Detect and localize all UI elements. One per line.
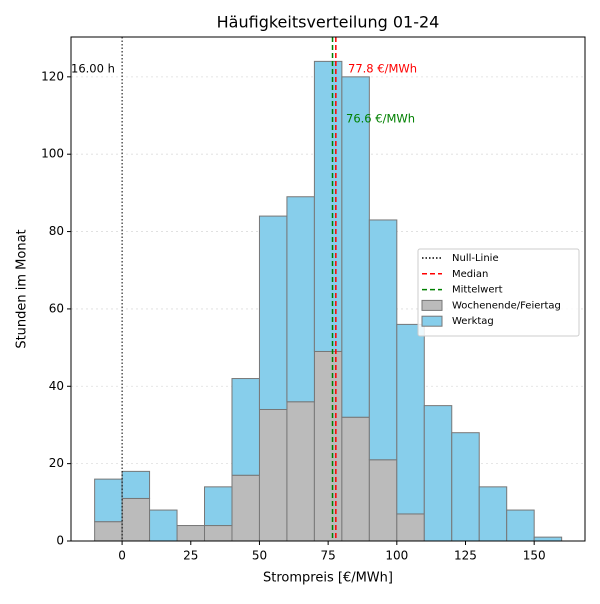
- legend-frame: [417, 248, 580, 337]
- annotation: 16.00 h: [71, 62, 115, 76]
- bar: [204, 486, 233, 527]
- x-tick-label: 75: [320, 549, 335, 563]
- bar: [396, 323, 425, 515]
- x-tick-label: 0: [118, 549, 126, 563]
- bar: [506, 509, 535, 542]
- bar: [451, 432, 480, 542]
- y-tick-label: 20: [49, 456, 64, 470]
- bar: [341, 76, 370, 418]
- bar: [286, 401, 315, 542]
- bar: [121, 470, 151, 499]
- bar: [258, 408, 288, 542]
- legend-label: Wochenende/Feiertag: [452, 300, 561, 311]
- bar: [204, 525, 233, 542]
- legend: Null-Linie Median Mittelwert Wochenende/Fei…: [417, 248, 580, 337]
- legend-label: Null-Linie: [452, 253, 499, 264]
- bar: [478, 486, 508, 542]
- x-tick-label: 50: [252, 549, 267, 563]
- bar: [368, 459, 398, 542]
- x-tick-label: 125: [454, 549, 477, 563]
- bar: [149, 509, 178, 542]
- annotation: 77.8 €/MWh: [348, 62, 417, 76]
- legend-label: Median: [452, 269, 488, 280]
- legend-swatch: [421, 315, 443, 327]
- y-tick-label: 120: [41, 69, 64, 83]
- y-tick-label: 100: [41, 147, 64, 161]
- y-tick-label: 40: [49, 379, 64, 393]
- bar: [176, 525, 206, 542]
- x-axis-label: Strompreis [€/MWh]: [263, 571, 393, 586]
- bar: [313, 60, 343, 352]
- plot-frame: [70, 36, 586, 542]
- legend-label: Werktag: [452, 316, 494, 327]
- y-tick-label: 80: [49, 224, 64, 238]
- y-tick-label: 60: [49, 301, 64, 315]
- bar: [533, 536, 563, 542]
- bar: [368, 219, 398, 461]
- legend-label: Mittelwert: [452, 285, 503, 296]
- bar: [423, 405, 453, 542]
- y-tick-label: 0: [56, 534, 64, 548]
- y-axis-label: Stunden im Monat: [15, 229, 30, 348]
- bar: [313, 350, 343, 542]
- bar: [396, 513, 425, 542]
- bar: [258, 215, 288, 410]
- bar: [94, 478, 123, 523]
- x-tick-label: 150: [523, 549, 546, 563]
- bar: [231, 378, 260, 476]
- bar: [94, 521, 123, 542]
- annotation: 76.6 €/MWh: [346, 112, 415, 126]
- bar: [286, 196, 315, 403]
- bar: [121, 497, 151, 542]
- x-tick-label: 100: [385, 549, 408, 563]
- bar: [341, 416, 370, 542]
- bar: [231, 474, 260, 542]
- legend-swatch: [421, 299, 443, 311]
- x-tick-label: 25: [183, 549, 198, 563]
- chart-title: Häufigkeitsverteilung 01-24: [217, 13, 440, 32]
